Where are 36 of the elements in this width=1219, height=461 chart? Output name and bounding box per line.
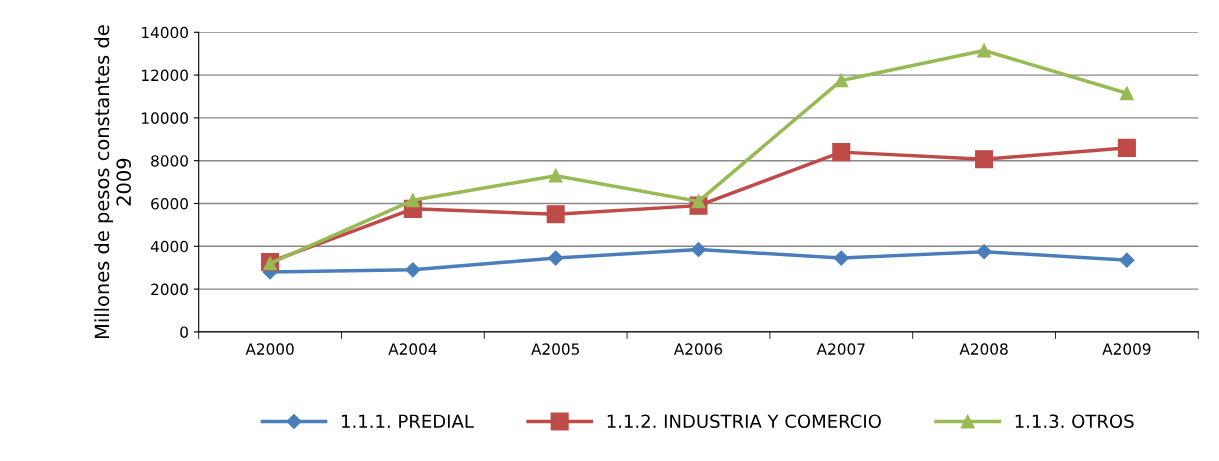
x-tick-label: A2004 bbox=[388, 343, 437, 355]
point bbox=[546, 205, 565, 224]
x-tick-label: A2008 bbox=[959, 343, 1008, 355]
legend-label: 1.1.3. OTROS bbox=[1015, 414, 1134, 429]
y-tick-label: 2000 bbox=[151, 283, 188, 296]
point bbox=[548, 168, 563, 183]
point bbox=[1117, 138, 1136, 157]
point bbox=[263, 256, 278, 271]
point bbox=[690, 241, 707, 258]
point bbox=[833, 250, 849, 266]
point bbox=[691, 194, 706, 209]
point bbox=[834, 73, 849, 88]
y-tick-label: 14000 bbox=[142, 26, 188, 39]
legend-label: 1.1.2. INDUSTRIA Y COMERCIO bbox=[607, 414, 881, 429]
point bbox=[1119, 86, 1134, 101]
y-axis-title: Millones de pesos constantes de 2009 bbox=[94, 25, 132, 339]
x-tick-label: A2009 bbox=[1102, 343, 1151, 355]
y-tick-label: 8000 bbox=[151, 155, 188, 167]
y-tick-label: 12000 bbox=[142, 69, 188, 82]
y-tick-label: 6000 bbox=[151, 197, 188, 210]
point bbox=[1119, 252, 1135, 268]
point bbox=[977, 43, 992, 58]
x-tick-label: A2007 bbox=[816, 343, 865, 355]
legend-label: 1.1.1. PREDIAL bbox=[342, 414, 474, 428]
y-tick-label: 4000 bbox=[150, 240, 188, 253]
point bbox=[548, 250, 564, 266]
point bbox=[405, 262, 421, 278]
point bbox=[975, 150, 994, 169]
x-tick-label: A2005 bbox=[531, 343, 580, 355]
point bbox=[405, 193, 420, 208]
point bbox=[832, 143, 851, 162]
point bbox=[976, 244, 992, 260]
x-tick-label: A2006 bbox=[673, 343, 723, 355]
x-tick-label: A2000 bbox=[245, 343, 294, 355]
y-tick-label: 10000 bbox=[142, 112, 188, 124]
y-tick-label: 0 bbox=[180, 326, 188, 338]
